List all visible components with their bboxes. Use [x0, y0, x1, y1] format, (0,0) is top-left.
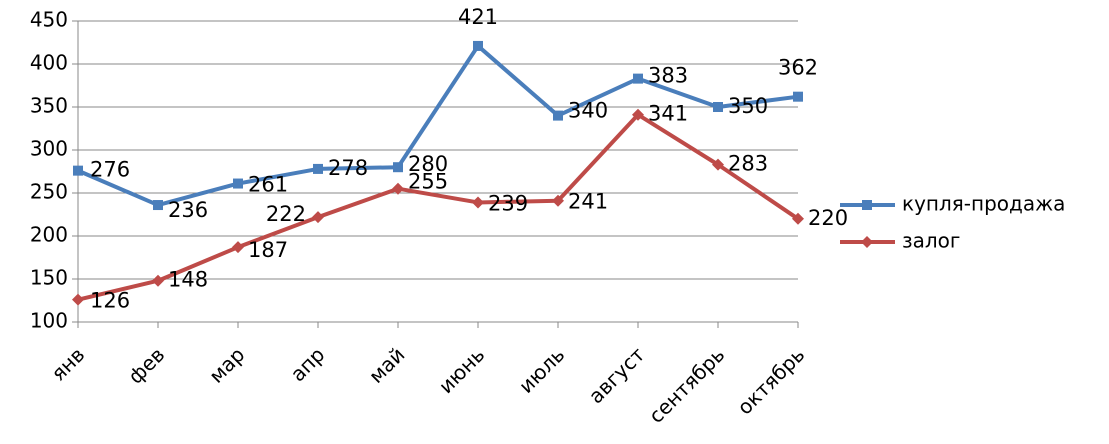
legend-marker — [862, 200, 872, 210]
marker — [152, 274, 164, 287]
data-label: 340 — [568, 99, 608, 123]
data-label: 241 — [568, 190, 608, 214]
marker — [633, 73, 643, 84]
series-line — [77, 43, 799, 208]
x-tick-label: август — [584, 342, 650, 408]
data-label: 187 — [248, 238, 288, 262]
marker — [153, 200, 163, 211]
x-tick-label: июнь — [434, 342, 490, 398]
marker — [632, 108, 644, 121]
marker — [393, 162, 403, 173]
marker — [713, 102, 723, 112]
data-label: 276 — [90, 158, 130, 182]
marker — [552, 194, 564, 207]
x-tick-label: сентябрь — [644, 342, 729, 427]
y-tick-label: 150 — [30, 266, 68, 290]
marker — [473, 40, 483, 51]
data-label: 239 — [488, 191, 528, 215]
data-label: 255 — [408, 170, 448, 194]
y-tick-label: 400 — [30, 51, 68, 75]
data-label: 148 — [168, 268, 208, 292]
marker — [313, 163, 323, 174]
data-label: 421 — [458, 5, 498, 29]
data-label: 126 — [90, 289, 130, 313]
marker — [553, 110, 563, 121]
x-tick-label: июль — [514, 342, 569, 397]
data-label: 383 — [648, 64, 688, 88]
data-label: 362 — [778, 56, 818, 80]
x-tick-label: май — [364, 342, 409, 387]
marker — [793, 91, 803, 102]
data-label: 222 — [266, 202, 306, 226]
data-label: 261 — [248, 173, 288, 197]
data-label: 220 — [808, 206, 848, 230]
marker — [312, 211, 324, 224]
marker — [233, 178, 243, 189]
x-tick-label: фев — [123, 342, 169, 388]
x-tick-label: октябрь — [732, 342, 809, 419]
series-line — [77, 112, 800, 302]
data-label: 341 — [648, 102, 688, 126]
x-tick-label: янв — [46, 342, 89, 385]
x-tick-label: мар — [204, 342, 249, 387]
data-label: 350 — [728, 94, 768, 118]
y-tick-label: 300 — [30, 137, 68, 161]
marker — [392, 182, 404, 195]
marker — [712, 158, 724, 171]
data-label: 278 — [328, 156, 368, 180]
data-label: 283 — [728, 152, 768, 176]
marker — [792, 212, 804, 225]
marker — [72, 293, 84, 306]
y-tick-label: 100 — [30, 309, 68, 333]
marker — [73, 165, 83, 176]
y-tick-label: 250 — [30, 180, 68, 204]
marker — [232, 241, 244, 254]
y-tick-label: 450 — [30, 8, 68, 32]
y-tick-label: 350 — [30, 94, 68, 118]
x-tick-label: апр — [286, 342, 330, 386]
legend-label: купля-продажа — [902, 192, 1065, 216]
y-tick-label: 200 — [30, 223, 68, 247]
data-label: 280 — [408, 152, 448, 176]
legend-label: залог — [902, 229, 960, 253]
marker — [472, 196, 484, 209]
data-label: 236 — [168, 198, 208, 222]
legend-marker — [861, 236, 873, 248]
